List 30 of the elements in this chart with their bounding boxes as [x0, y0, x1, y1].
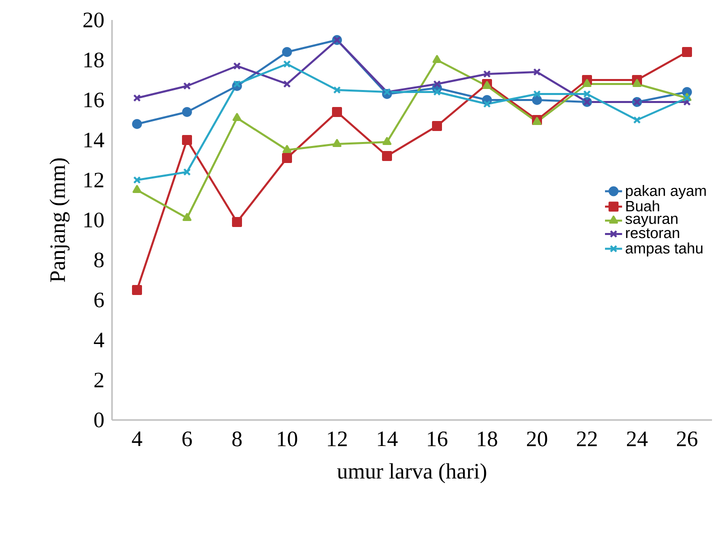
y-tick-label: 0: [94, 412, 104, 428]
y-tick-label: 4: [94, 332, 104, 348]
x-tick-label: 10: [278, 432, 298, 446]
y-tick-label: 16: [84, 92, 104, 108]
x-tick-label: 20: [526, 432, 548, 446]
x-tick-label: 18: [478, 432, 498, 446]
x-tick-label: 12: [328, 432, 347, 446]
x-tick-label: 4: [132, 432, 142, 446]
x-tick-label: 14: [378, 432, 398, 446]
x-tick-label: 16: [428, 432, 448, 446]
y-tick-label: 8: [94, 252, 104, 268]
y-tick-label: 14: [84, 132, 104, 148]
y-axis-title: Panjang (mm): [50, 158, 70, 282]
x-tick-label: 26: [676, 432, 698, 446]
y-tick-label: 6: [94, 292, 104, 308]
y-tick-label: 2: [94, 372, 104, 388]
x-tick-label: 22: [576, 432, 597, 446]
y-tick-label: 10: [84, 212, 104, 228]
y-tick-label: 18: [84, 52, 104, 68]
legend-label: ampas tahu: [626, 242, 702, 257]
x-tick-label: 6: [182, 432, 192, 446]
legend-label: Buah: [626, 200, 660, 212]
x-axis-title: umur larva (hari): [337, 463, 486, 484]
legend-label: sayuran: [626, 216, 678, 227]
x-tick-label: 24: [626, 432, 648, 446]
legend-label: restoran: [626, 228, 680, 238]
y-tick-label: 12: [84, 172, 104, 188]
x-tick-label: 8: [232, 432, 242, 446]
y-tick-label: 20: [83, 12, 104, 28]
legend-label: pakan ayam: [626, 185, 706, 200]
